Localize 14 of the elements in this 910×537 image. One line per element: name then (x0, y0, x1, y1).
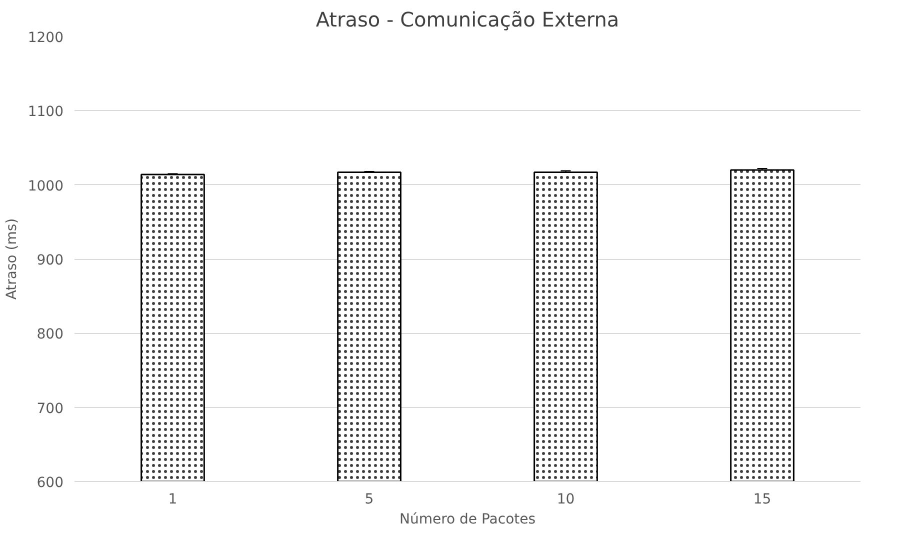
y-axis-title: Atraso (ms) (4, 218, 20, 300)
chart-title: Atraso - Comunicação Externa (316, 8, 620, 32)
y-tick-label: 1200 (28, 30, 64, 46)
y-tick-label: 600 (36, 475, 64, 491)
y-tick-label: 1000 (28, 178, 64, 194)
x-tick-label: 1 (168, 492, 178, 508)
y-tick-label: 700 (36, 400, 64, 417)
y-tick-label: 1100 (28, 104, 64, 120)
x-axis-title: Número de Pacotes (399, 512, 536, 528)
x-tick-label: 15 (753, 492, 772, 508)
x-tick-label: 10 (556, 492, 575, 508)
y-tick-label: 900 (36, 252, 64, 268)
y-tick-label: 800 (36, 326, 64, 343)
x-tick-label: 5 (364, 492, 374, 508)
